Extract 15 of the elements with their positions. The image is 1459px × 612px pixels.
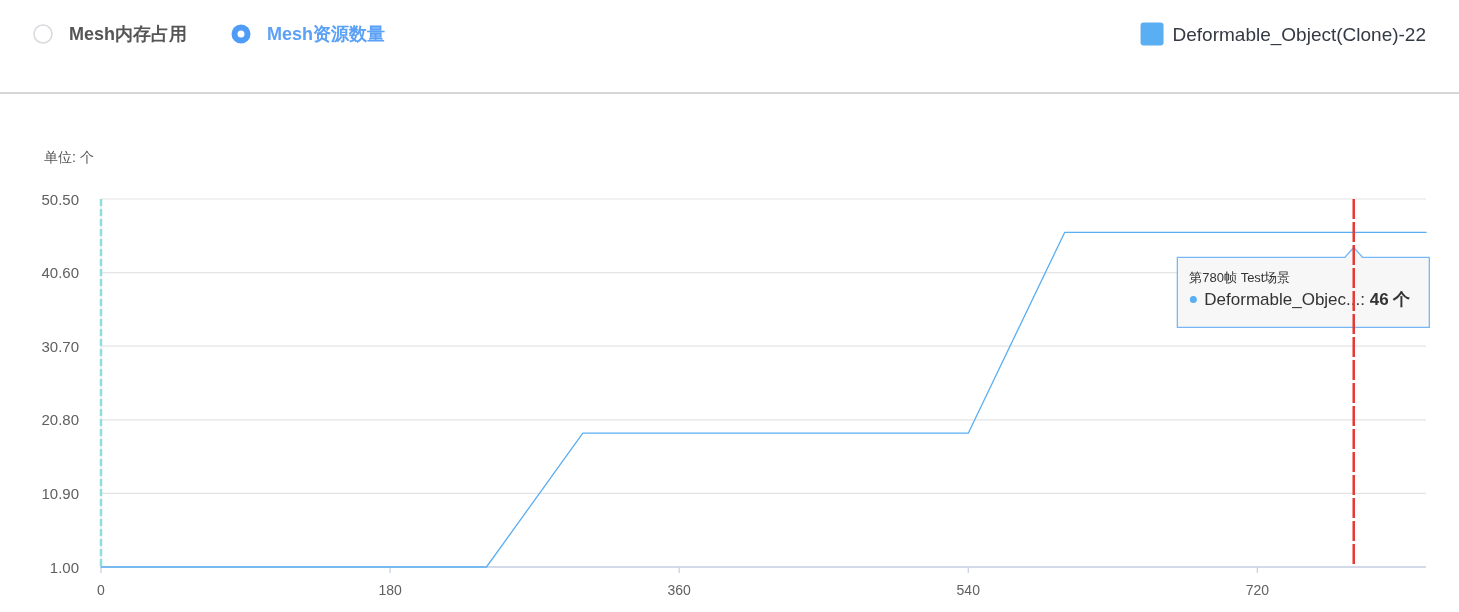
- y-tick-label: 40.60: [41, 264, 79, 282]
- legend-label: Deformable_Object(Clone)-22: [1172, 23, 1427, 46]
- y-tick-label: 1.00: [49, 558, 79, 576]
- y-axis-title: 单位: 个: [44, 149, 94, 165]
- x-tick-label: 720: [1245, 582, 1270, 598]
- y-tick-label: 30.70: [41, 337, 79, 355]
- y-tick-label: 50.50: [41, 190, 79, 208]
- x-tick-label: 540: [956, 582, 981, 598]
- y-tick-label: 20.80: [41, 411, 79, 429]
- text: Mesh内存占用: [69, 24, 188, 44]
- chart-title: Mesh资源数量: [267, 24, 386, 44]
- x-tick-label: 360: [667, 582, 692, 598]
- x-tick-label: 180: [378, 582, 402, 598]
- x-tick-label: 0: [97, 582, 106, 598]
- y-tick-label: 10.90: [41, 484, 79, 502]
